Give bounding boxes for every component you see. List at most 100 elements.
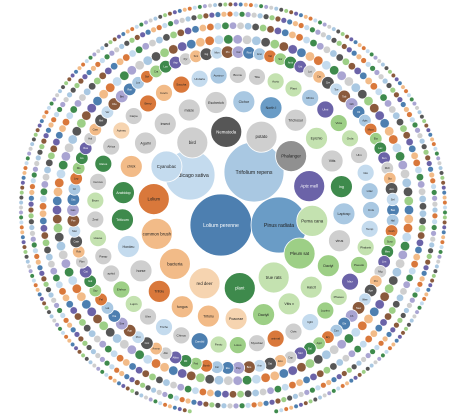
bubble-lilac[interactable]: Lilac <box>360 182 379 201</box>
bubble-bird[interactable]: bird <box>176 126 209 159</box>
bubble-circle[interactable] <box>94 247 113 266</box>
bubble-circle[interactable] <box>316 301 335 320</box>
bubble-maz[interactable]: Maz <box>341 272 359 291</box>
bubble-circle[interactable] <box>223 272 256 305</box>
bubble-circle[interactable] <box>94 154 113 173</box>
bubble-circle[interactable] <box>228 65 247 84</box>
bubble-circle[interactable] <box>245 120 278 153</box>
bubble-trifoliu[interactable]: Trifoliu <box>197 304 220 328</box>
bubble-escherich[interactable]: Escherich <box>204 91 228 114</box>
bubble-circle[interactable] <box>385 192 400 207</box>
bubble-circle[interactable] <box>209 335 228 354</box>
bubble-apiney[interactable]: Apiney <box>112 121 131 140</box>
bubble-house[interactable]: House <box>89 229 107 248</box>
bubble-glo[interactable]: Glo <box>356 163 375 182</box>
bubble-circle[interactable] <box>360 182 379 201</box>
bubble-undaria[interactable]: Undaria <box>190 69 209 88</box>
bubble-circle[interactable] <box>102 137 121 156</box>
bubble-circle[interactable] <box>89 229 107 248</box>
bubble-vitis-v[interactable]: Vitis v <box>277 292 301 316</box>
bubble-circle[interactable] <box>209 66 228 85</box>
bubble-lupin[interactable]: Lupin <box>124 295 143 313</box>
bubble-circle[interactable] <box>266 72 285 91</box>
bubble-circle[interactable] <box>293 170 326 203</box>
bubble-orda[interactable]: Orda <box>341 129 359 148</box>
bubble-circle[interactable] <box>137 183 170 215</box>
bubble-trichosur[interactable]: Trichosur <box>284 108 308 132</box>
bubble-circle[interactable] <box>188 267 221 300</box>
bubble-circle[interactable] <box>283 237 316 270</box>
bubble-temp[interactable]: Temp <box>360 219 379 238</box>
bubble-circle[interactable] <box>224 307 248 331</box>
bubble-ratus[interactable]: Ratus <box>94 154 113 173</box>
bubble-animal[interactable]: animal <box>266 329 285 348</box>
bubble-saccha[interactable]: Saccha <box>172 75 191 94</box>
bubble-ulm[interactable]: Ulm <box>350 146 368 164</box>
bubble-ulex[interactable]: Ulex <box>139 307 157 326</box>
bubble-circle[interactable] <box>190 69 209 88</box>
bubble-ehrhar[interactable]: Ehrhar <box>112 280 131 299</box>
bubble-circle[interactable] <box>190 332 209 351</box>
bubble-circle[interactable] <box>124 295 143 313</box>
bubble-circle[interactable] <box>119 155 143 178</box>
bubble-circle[interactable] <box>316 254 340 278</box>
bubble-circle[interactable] <box>350 146 368 164</box>
bubble-circle[interactable] <box>204 91 228 114</box>
bubble-circle[interactable] <box>86 191 105 210</box>
bubble-lupinu[interactable]: Lupinu <box>316 301 335 320</box>
bubble-circle[interactable] <box>176 126 209 159</box>
bubble-perna-cana[interactable]: Perna cana <box>296 205 329 237</box>
bubble-circle[interactable] <box>111 208 134 232</box>
bubble-acrto[interactable]: Acrto <box>266 72 285 91</box>
bubble-vicia[interactable]: Vicia <box>329 114 348 132</box>
bubble-circle[interactable] <box>172 326 191 345</box>
bubble-circle[interactable] <box>356 163 375 182</box>
bubble-circle[interactable] <box>329 288 348 306</box>
bubble-circle[interactable] <box>197 304 220 328</box>
bubble-circle[interactable] <box>150 150 183 183</box>
bubble-circle[interactable] <box>210 115 243 148</box>
bubble-circle[interactable] <box>228 336 247 355</box>
bubble-circle[interactable] <box>259 96 283 120</box>
bubble-halcit[interactable]: Halcit <box>299 275 323 299</box>
bubble-africa[interactable]: Africa <box>102 137 121 156</box>
bubble-circle[interactable] <box>277 292 301 316</box>
bubble-dactyl[interactable]: Dactyl <box>316 254 340 278</box>
bubble-laptosp[interactable]: Laptosp <box>332 202 356 226</box>
bubble-circle[interactable] <box>147 279 171 303</box>
bubble-circle[interactable] <box>284 322 303 341</box>
bubble-pleum-sat[interactable]: Pleum sat <box>283 237 316 270</box>
bubble-circle[interactable] <box>248 67 266 86</box>
bubble-circle[interactable] <box>134 131 157 155</box>
bubble-circle[interactable] <box>329 114 348 132</box>
bubble-lolium[interactable]: Lolium <box>137 183 170 215</box>
bubble-horse[interactable]: horse <box>129 259 153 283</box>
bubble-triticum[interactable]: Triticum <box>111 208 134 232</box>
bubble-lotus[interactable]: Lotus <box>228 336 247 355</box>
bubble-north-i[interactable]: North I <box>259 96 283 120</box>
bubble-carpe[interactable]: Carpe <box>124 107 143 125</box>
bubble-arabidop[interactable]: Arabidop <box>112 181 135 205</box>
bubble-aphid[interactable]: aphid <box>102 264 121 283</box>
bubble-nematoda[interactable]: Nematoda <box>210 115 243 148</box>
bubble-zeal[interactable]: Zeal <box>86 210 105 229</box>
bubble-cyanobac[interactable]: Cyanobac <box>150 150 183 183</box>
bubble-bovin[interactable]: bovin <box>155 83 173 102</box>
bubble-trifolu[interactable]: Trifolu <box>147 279 171 303</box>
bubble-circle[interactable] <box>296 205 329 237</box>
bubble-circle[interactable] <box>139 94 157 113</box>
bubble-circle[interactable] <box>316 100 335 119</box>
bubble-circle[interactable] <box>341 272 359 291</box>
bubble-chick[interactable]: chick <box>119 155 143 178</box>
bubble-circle[interactable] <box>362 201 380 219</box>
bubble-circle[interactable] <box>350 256 368 274</box>
bubble-circle[interactable] <box>112 280 131 299</box>
bubble-brom[interactable]: Brom <box>86 191 105 210</box>
bubble-circle[interactable] <box>129 259 153 283</box>
bubble-ing[interactable]: Ing <box>330 175 353 199</box>
bubble-true-rats[interactable]: true rats <box>257 261 290 294</box>
bubble-circle[interactable] <box>248 334 266 353</box>
bubble-circle[interactable] <box>301 88 320 107</box>
bubble-circle[interactable] <box>153 112 177 136</box>
bubble-tricho[interactable]: Tricho <box>155 318 173 337</box>
